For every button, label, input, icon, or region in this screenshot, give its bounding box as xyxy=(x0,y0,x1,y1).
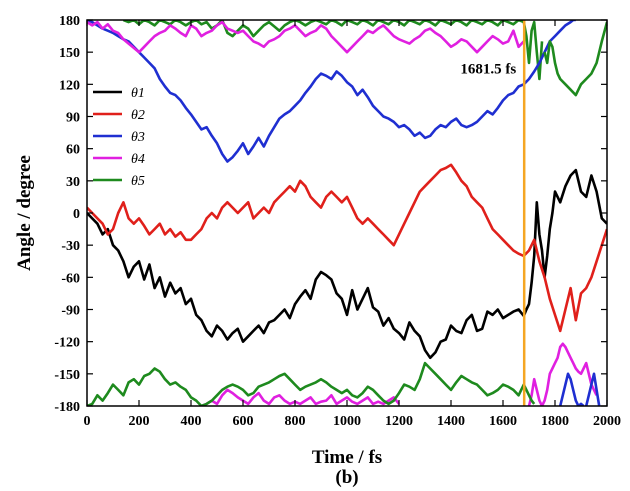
series-segment-line xyxy=(527,342,598,406)
x-axis-title: Time / fs xyxy=(312,447,382,468)
series-segment-line xyxy=(122,20,544,81)
x-tick-label: 1400 xyxy=(437,414,465,429)
y-tick-label: -60 xyxy=(61,271,80,286)
x-tick-label: 0 xyxy=(84,414,91,429)
series-segment-line xyxy=(200,388,401,406)
y-tick-label: -30 xyxy=(61,239,80,254)
y-tick-label: 60 xyxy=(66,143,80,158)
series-layer xyxy=(87,20,607,406)
y-tick-label: 30 xyxy=(66,175,80,190)
y-tick-label: -120 xyxy=(54,336,80,351)
y-axis: -180 -150 -120 -90 -60 -30 0 30 60 90 120 150 180 xyxy=(54,14,607,415)
legend: θ1 θ2 θ3 θ4 θ5 xyxy=(93,86,145,189)
annotation-label: 1681.5 fs xyxy=(460,61,516,77)
y-tick-label: 120 xyxy=(59,78,80,93)
series-segment-line xyxy=(584,372,601,406)
y-tick-label: 0 xyxy=(73,207,80,222)
legend-label: θ3 xyxy=(131,130,145,145)
y-tick-label: -150 xyxy=(54,368,80,383)
y-tick-label: 180 xyxy=(59,14,80,29)
series-line-5 xyxy=(543,21,607,97)
x-tick-label: 2000 xyxy=(593,414,621,429)
series-line-3 xyxy=(87,20,576,163)
y-tick-label: -180 xyxy=(54,400,80,415)
legend-label: θ1 xyxy=(131,86,145,101)
figure-caption: (b) xyxy=(335,467,358,488)
x-tick-label: 600 xyxy=(233,414,254,429)
series-segment-line xyxy=(558,372,585,406)
x-tick-label: 400 xyxy=(181,414,202,429)
series-line-4 xyxy=(87,20,525,54)
x-tick-label: 1200 xyxy=(385,414,413,429)
series-line-1 xyxy=(87,168,607,360)
series-segment-line xyxy=(87,361,536,406)
plot-area xyxy=(87,20,607,406)
legend-label: θ4 xyxy=(131,152,145,167)
x-tick-label: 800 xyxy=(285,414,306,429)
legend-label: θ2 xyxy=(131,108,145,123)
legend-label: θ5 xyxy=(131,174,145,189)
x-tick-label: 1000 xyxy=(333,414,361,429)
x-tick-label: 200 xyxy=(129,414,150,429)
y-tick-label: 90 xyxy=(66,111,80,126)
y-axis-title: Angle / degree xyxy=(14,155,35,271)
y-tick-label: 150 xyxy=(59,46,80,61)
series-line-2 xyxy=(87,163,607,333)
x-tick-label: 1800 xyxy=(541,414,569,429)
y-tick-label: -90 xyxy=(61,304,80,319)
x-tick-label: 1600 xyxy=(489,414,517,429)
x-axis: 0 200 400 600 800 1000 1200 1400 1600 1800 2000 xyxy=(84,20,621,429)
